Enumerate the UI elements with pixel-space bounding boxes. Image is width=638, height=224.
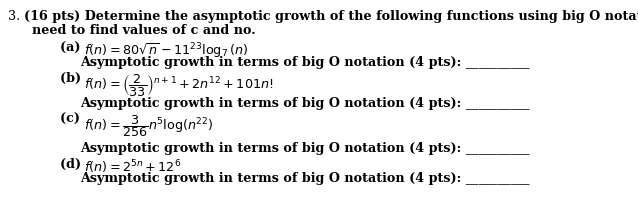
Text: (b): (b)	[60, 72, 85, 85]
Text: $f(n) = \left(\dfrac{2}{33}\right)^{n+1} + 2n^{12} + 101n!$: $f(n) = \left(\dfrac{2}{33}\right)^{n+1}…	[84, 72, 274, 98]
Text: (c): (c)	[60, 113, 84, 126]
Text: $f(n) = 80\sqrt{n} - 11^{23}\log_7(n)$: $f(n) = 80\sqrt{n} - 11^{23}\log_7(n)$	[84, 42, 248, 61]
Text: Asymptotic growth in terms of big O notation (4 pts): __________: Asymptotic growth in terms of big O nota…	[80, 56, 530, 69]
Text: Asymptotic growth in terms of big O notation (4 pts): __________: Asymptotic growth in terms of big O nota…	[80, 172, 530, 185]
Text: $f(n) = \dfrac{3}{256}n^5\log(n^{22})$: $f(n) = \dfrac{3}{256}n^5\log(n^{22})$	[84, 113, 213, 139]
Text: (16 pts) Determine the asymptotic growth of the following functions using big O : (16 pts) Determine the asymptotic growth…	[24, 10, 638, 23]
Text: (a): (a)	[60, 42, 85, 55]
Text: 3.: 3.	[8, 10, 20, 23]
Text: Asymptotic growth in terms of big O notation (4 pts): __________: Asymptotic growth in terms of big O nota…	[80, 97, 530, 110]
Text: need to find values of c and no.: need to find values of c and no.	[32, 24, 256, 37]
Text: $f(n) = 2^{5n} + 12^6$: $f(n) = 2^{5n} + 12^6$	[84, 158, 181, 176]
Text: (d): (d)	[60, 158, 85, 171]
Text: Asymptotic growth in terms of big O notation (4 pts): __________: Asymptotic growth in terms of big O nota…	[80, 142, 530, 155]
